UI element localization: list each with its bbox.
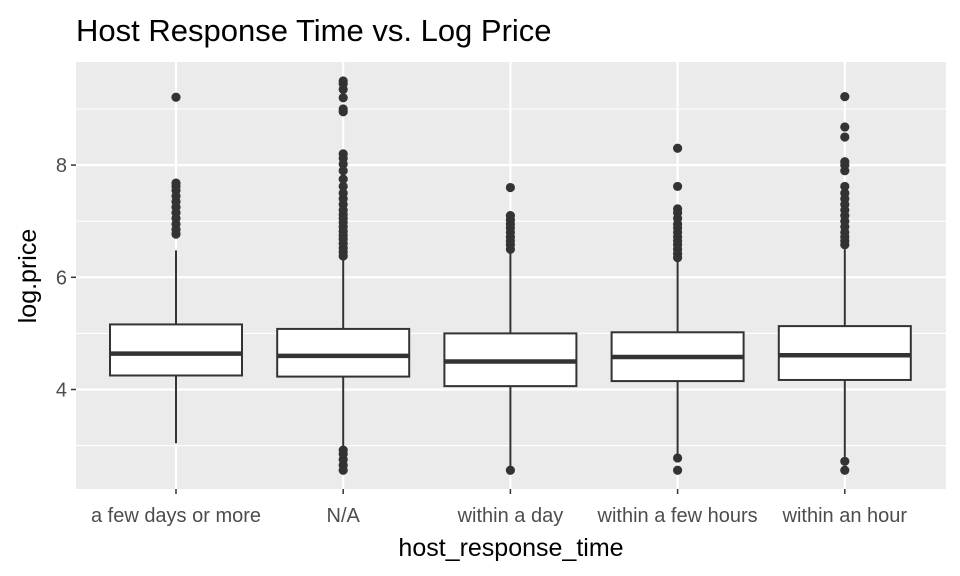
box-series bbox=[109, 76, 912, 475]
outlier-point bbox=[673, 465, 683, 475]
outlier-point bbox=[338, 149, 348, 159]
outlier-point bbox=[338, 188, 348, 198]
outlier-point bbox=[505, 182, 515, 193]
outlier-point bbox=[505, 465, 515, 475]
outlier-point bbox=[338, 445, 348, 455]
x-axis-title: host_response_time bbox=[398, 534, 623, 562]
x-tick-label: within a few hours bbox=[597, 505, 758, 527]
box-group bbox=[777, 92, 912, 475]
outlier-point bbox=[171, 92, 181, 102]
axes: 4 6 8 a few days or more N/A within a day with… bbox=[56, 155, 908, 527]
outlier-point bbox=[840, 157, 850, 167]
box-group bbox=[610, 143, 745, 475]
outlier-point bbox=[673, 204, 683, 214]
x-tick-label: within an hour bbox=[782, 505, 908, 527]
outlier-point bbox=[338, 93, 348, 103]
outlier-point bbox=[840, 132, 850, 142]
outlier-point bbox=[673, 453, 683, 463]
box-iqr bbox=[109, 323, 243, 377]
outlier-point bbox=[171, 178, 181, 188]
outlier-point bbox=[338, 104, 348, 114]
chart-title: Host Response Time vs. Log Price bbox=[76, 13, 552, 48]
y-tick-label: 6 bbox=[56, 267, 67, 289]
y-tick-label: 8 bbox=[56, 155, 67, 177]
box-group bbox=[276, 76, 411, 475]
outlier-point bbox=[338, 181, 348, 192]
outlier-point bbox=[505, 210, 515, 221]
outlier-point bbox=[840, 92, 850, 102]
box-group bbox=[443, 182, 578, 475]
y-tick-label: 4 bbox=[56, 380, 67, 402]
x-tick-label: within a day bbox=[457, 505, 564, 527]
outlier-point bbox=[338, 76, 348, 86]
box-iqr bbox=[276, 327, 411, 378]
outlier-point bbox=[840, 456, 850, 466]
x-tick-label: N/A bbox=[327, 505, 361, 527]
outlier-point bbox=[338, 174, 348, 184]
outlier-point bbox=[840, 122, 850, 132]
outlier-point bbox=[673, 181, 683, 192]
outlier-point bbox=[840, 465, 850, 475]
outlier-point bbox=[840, 181, 850, 192]
box-group bbox=[109, 92, 243, 444]
outlier-point bbox=[338, 166, 348, 176]
outlier-point bbox=[673, 143, 683, 153]
y-axis-title: log.price bbox=[14, 229, 42, 324]
x-tick-label: a few days or more bbox=[91, 505, 261, 527]
outlier-point bbox=[840, 188, 850, 198]
